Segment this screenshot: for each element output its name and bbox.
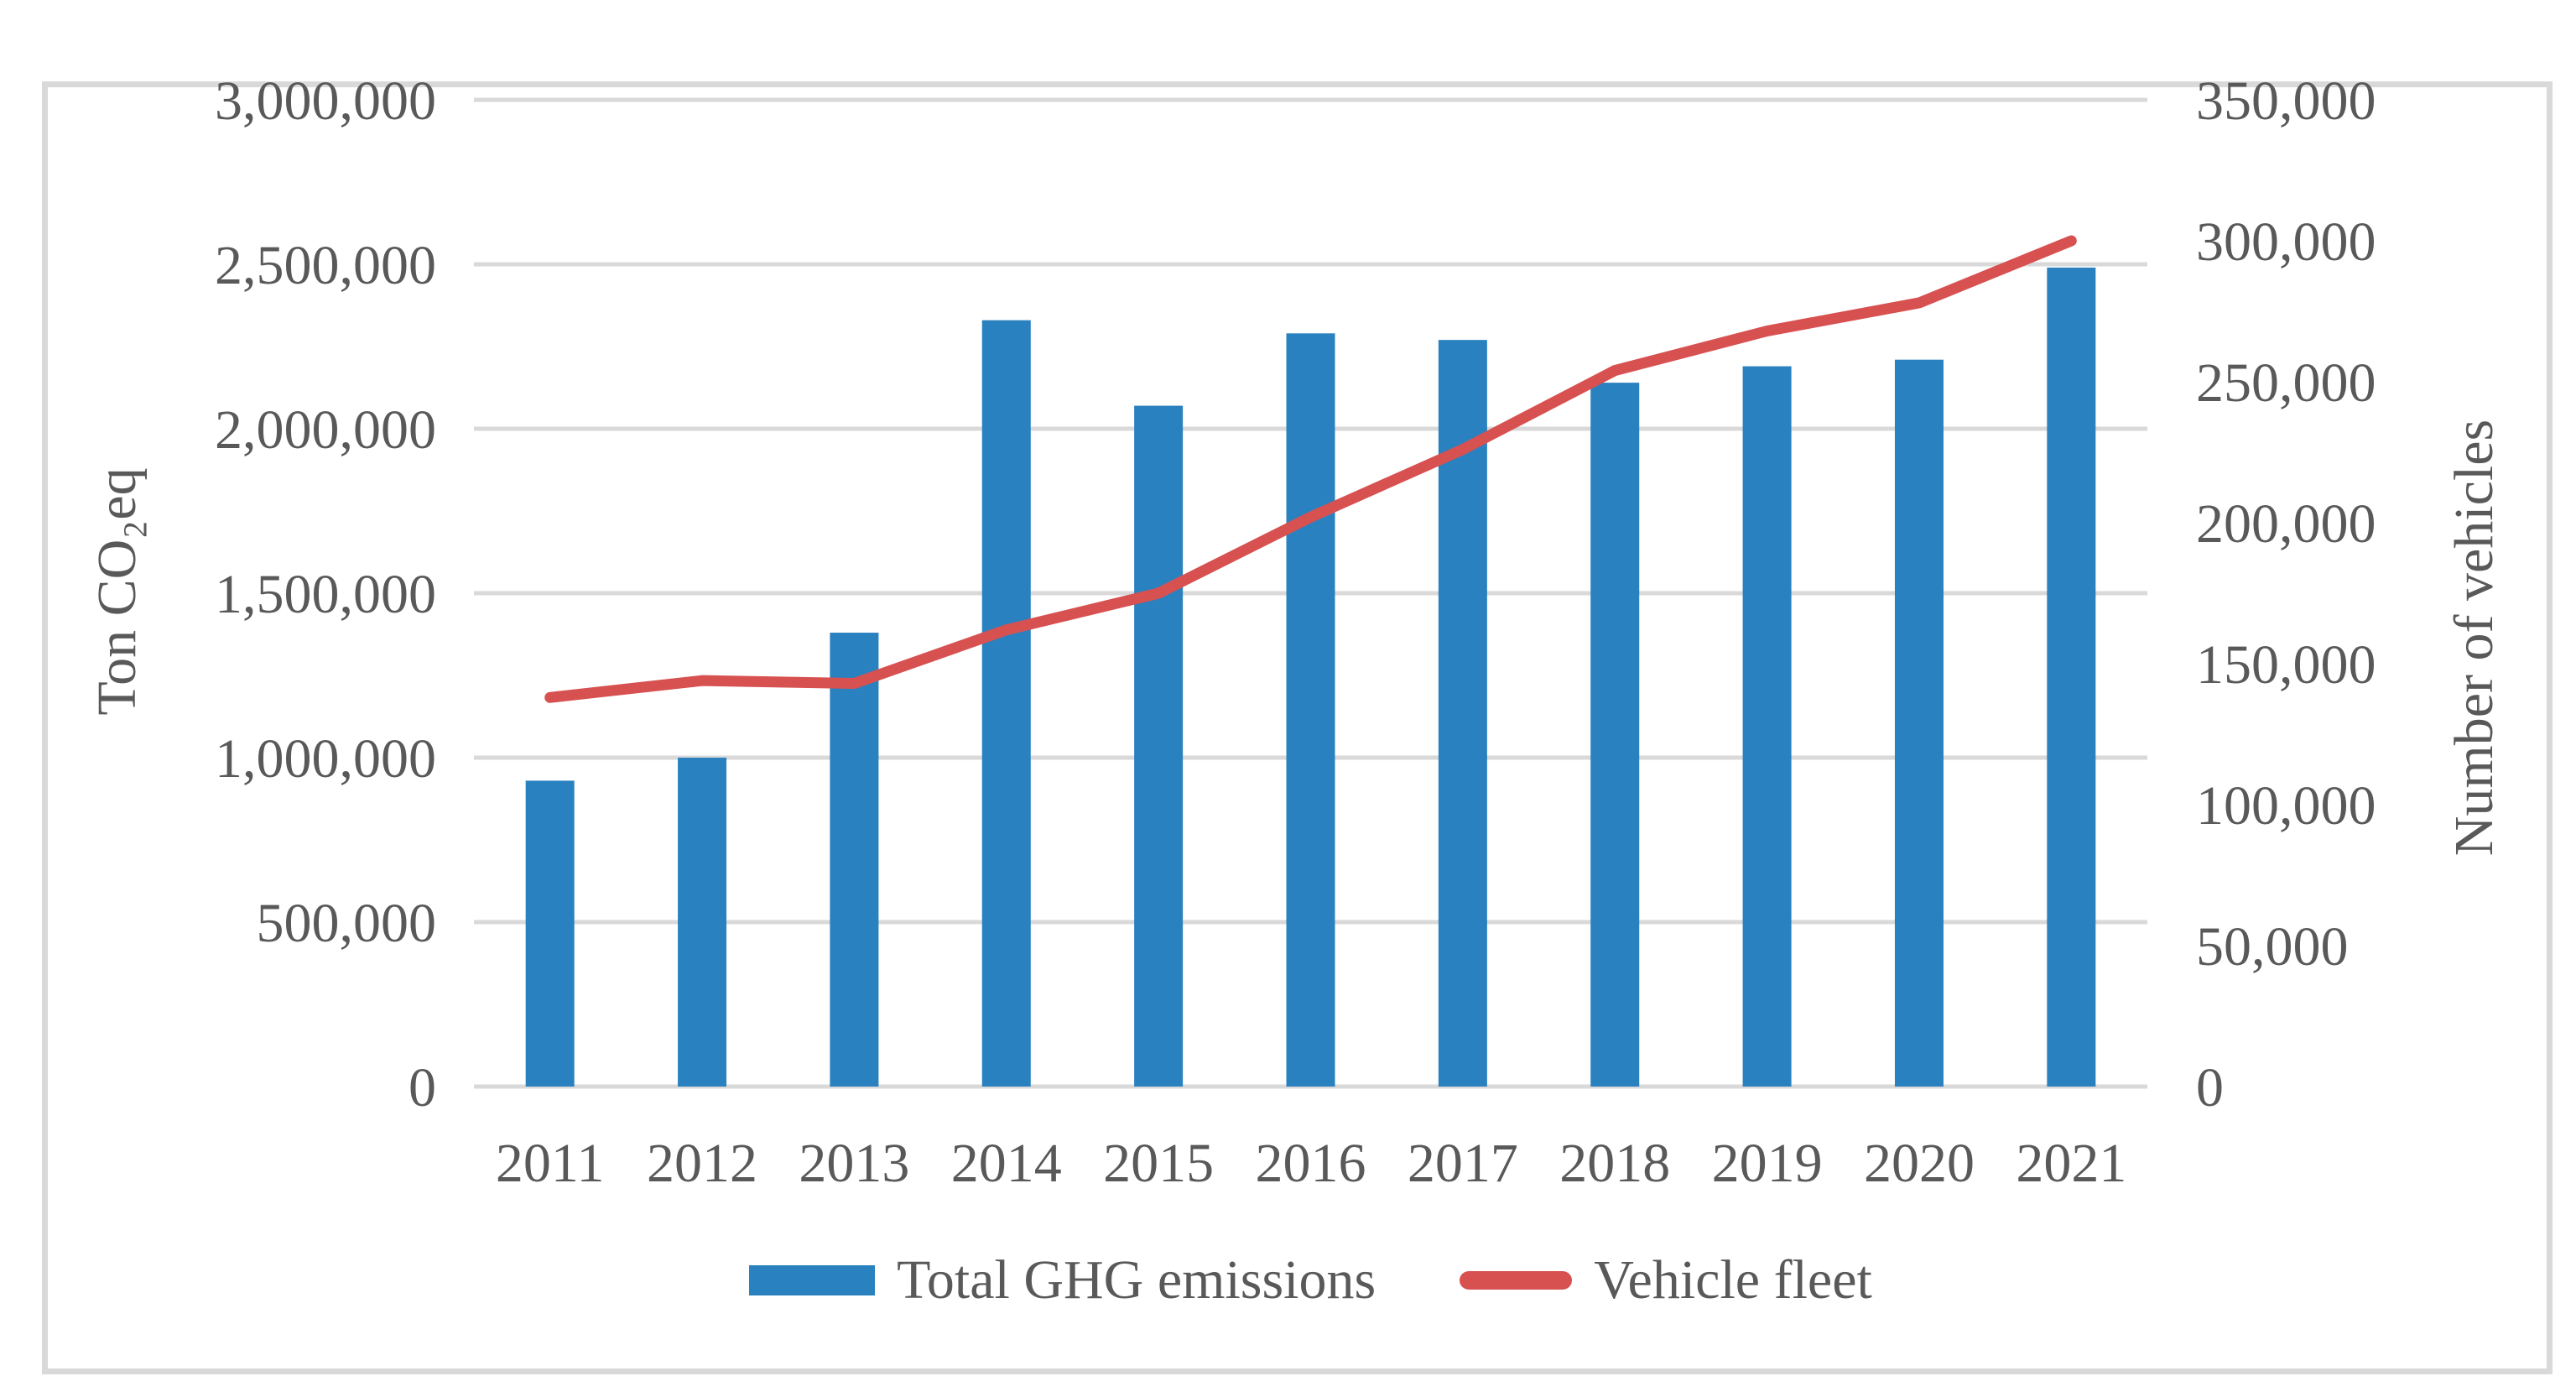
bar [1742,366,1792,1087]
x-axis-tick-label: 2019 [1712,1133,1823,1194]
left-axis-tick-label: 500,000 [257,893,437,954]
x-axis-tick-label: 2015 [1103,1133,1214,1194]
bar [1438,340,1487,1087]
legend-label-emissions: Total GHG emissions [897,1249,1376,1311]
bar [2047,267,2096,1087]
left-axis-tick-label: 1,500,000 [215,564,436,625]
right-axis-tick-label: 200,000 [2196,493,2376,555]
legend-item-emissions: Total GHG emissions [749,1248,1376,1312]
bar [1286,333,1335,1087]
x-axis-tick-label: 2014 [951,1133,1062,1194]
x-axis-tick-label: 2021 [2016,1133,2126,1194]
right-axis-tick-label: 100,000 [2196,775,2376,837]
bar [981,320,1031,1087]
legend: Total GHG emissions Vehicle fleet [474,1248,2147,1312]
right-axis-tick-label: 300,000 [2196,211,2376,273]
right-axis-tick-label: 250,000 [2196,352,2376,414]
right-axis-title: Number of vehicles [2443,419,2505,857]
bar-series-swatch [749,1265,876,1295]
line-series-swatch [1460,1271,1573,1290]
bar [830,633,879,1087]
left-axis-tick-label: 2,500,000 [215,235,436,296]
x-axis-tick-label: 2011 [496,1133,605,1194]
figure-border [42,81,2553,1374]
left-axis-tick-label: 2,000,000 [215,399,436,461]
x-axis-tick-label: 2020 [1864,1133,1975,1194]
x-axis-tick-label: 2018 [1559,1133,1670,1194]
left-axis-tick-label: 3,000,000 [215,70,436,132]
right-axis-tick-label: 0 [2196,1057,2224,1118]
legend-label-fleet: Vehicle fleet [1594,1249,1872,1311]
line-series [544,235,2077,703]
right-axis-tick-label: 50,000 [2196,916,2349,977]
bar [1134,405,1184,1087]
right-axis-tick-label: 350,000 [2196,70,2376,132]
left-axis-title: Ton CO₂eq [86,467,148,716]
bar [1590,383,1640,1087]
bar [525,780,575,1087]
right-axis-tick-label: 150,000 [2196,634,2376,696]
left-axis-tick-label: 1,000,000 [215,728,436,790]
x-axis-tick-label: 2017 [1408,1133,1518,1194]
x-axis-tick-label: 2013 [799,1133,909,1194]
bar [678,758,727,1087]
x-axis-tick-label: 2016 [1256,1133,1366,1194]
bar [1894,359,1944,1087]
left-axis-tick-label: 0 [409,1057,436,1118]
legend-item-fleet: Vehicle fleet [1460,1248,1872,1312]
x-axis-tick-label: 2012 [647,1133,757,1194]
